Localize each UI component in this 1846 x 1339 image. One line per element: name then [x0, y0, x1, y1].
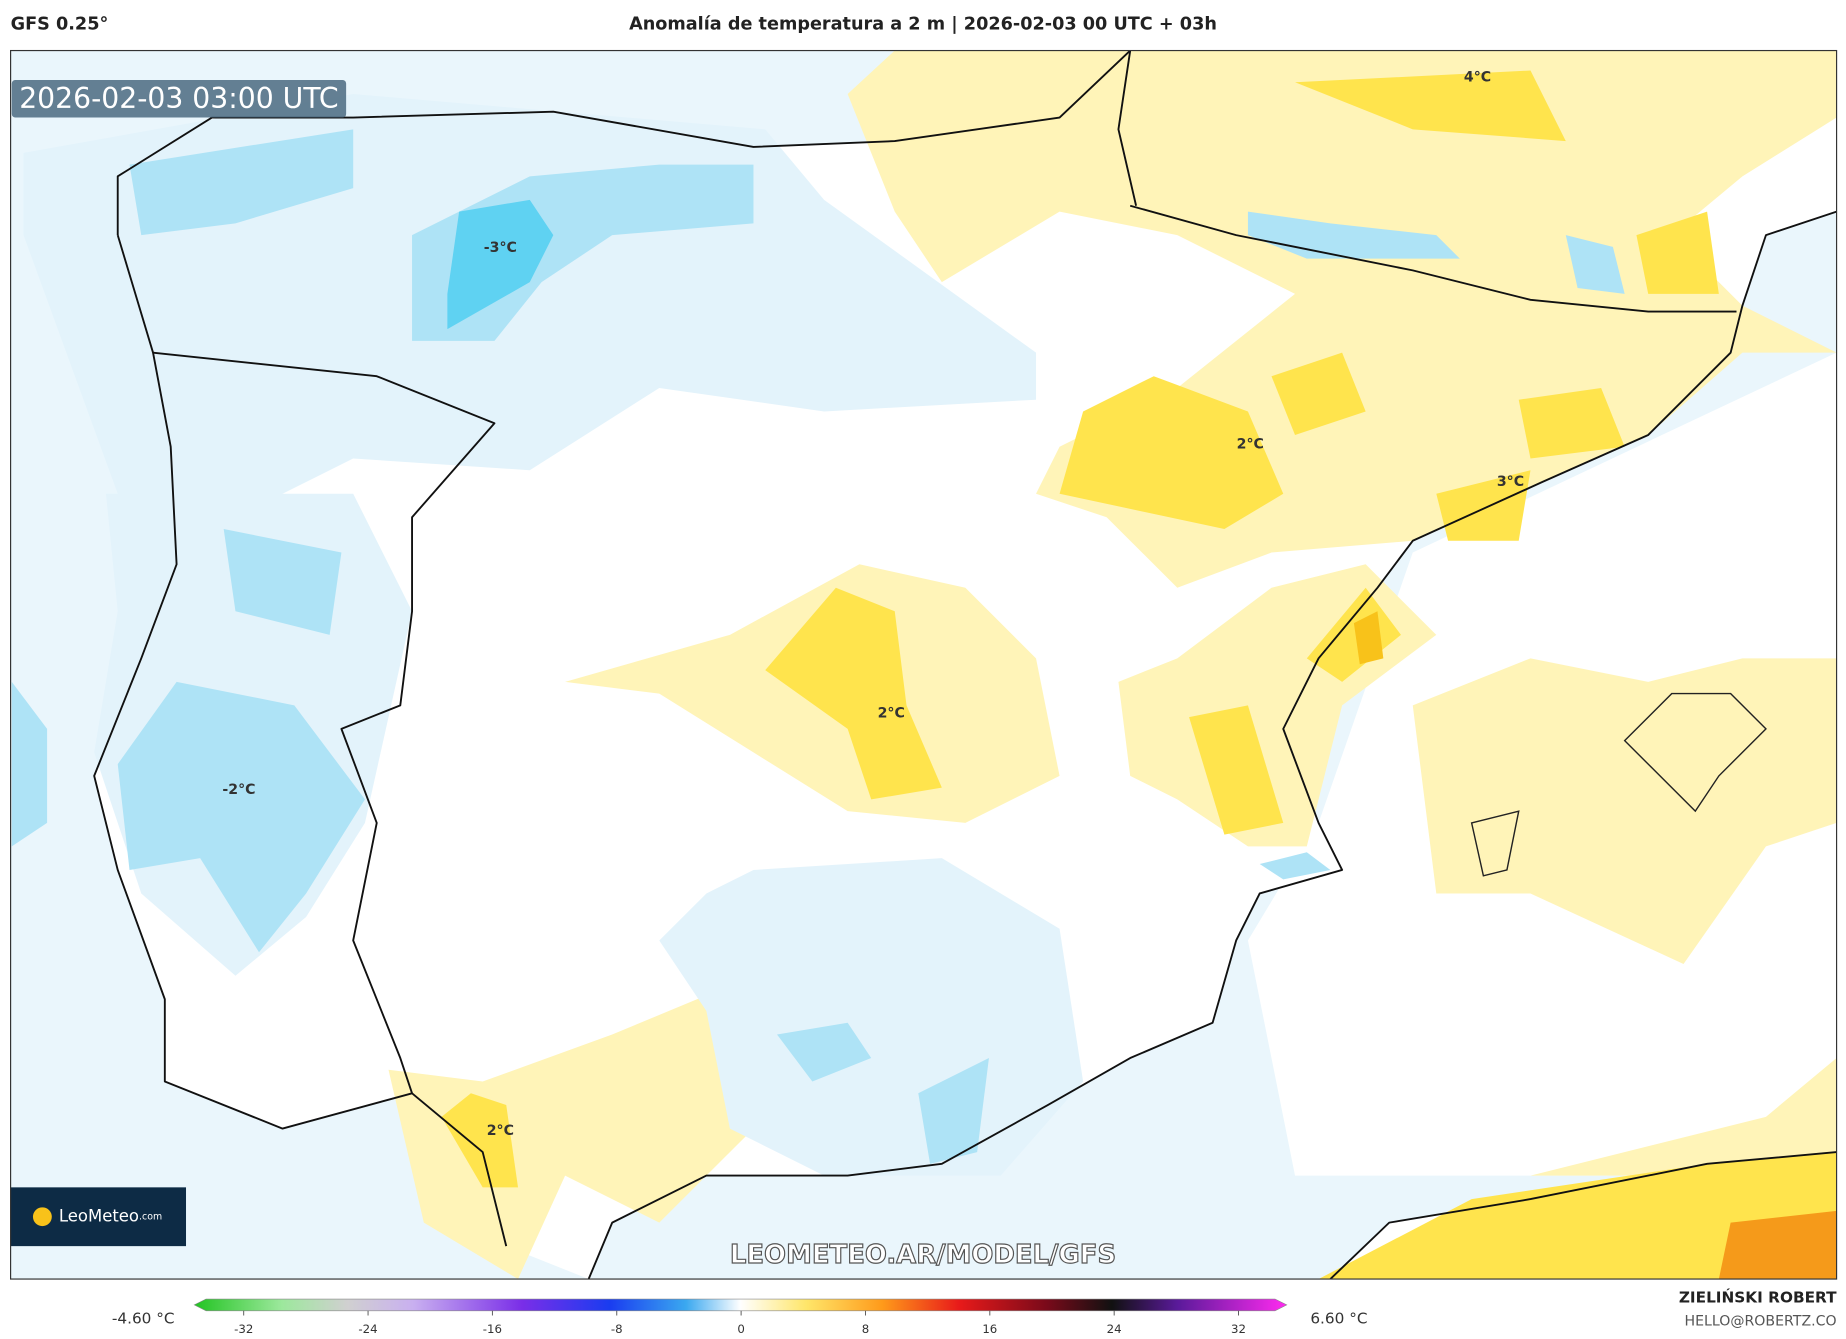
credit-author: ZIELIŃSKI ROBERT — [1679, 1287, 1837, 1306]
credit-email: HELLO@ROBERTZ.CO — [1685, 1313, 1837, 1329]
colorbar-tick-label: -8 — [611, 1322, 623, 1336]
colorbar-min: -4.60 °C — [112, 1310, 175, 1328]
colorbar: -32 -24 -16 -8 0 8 16 24 32 — [193, 1298, 1288, 1336]
coastline — [116, 50, 1131, 236]
country-border — [152, 351, 496, 1094]
logo-suffix: .com — [139, 1211, 162, 1222]
colorbar-tick-label: -16 — [483, 1322, 502, 1336]
watermark: LEOMETEO.AR/MODEL/GFS — [730, 1240, 1116, 1270]
logo-name: LeoMeteo — [59, 1206, 139, 1225]
colorbar-tick-label: 16 — [982, 1322, 997, 1336]
map: -3°C 4°C 2°C 3°C 2°C -2°C 2°C 2026-02-03 03:00… — [10, 50, 1837, 1280]
country-border — [1129, 204, 1737, 313]
contour-label: 2°C — [878, 706, 905, 722]
warm-anomaly — [388, 50, 1837, 1280]
contour-labels: -3°C 4°C 2°C 3°C 2°C -2°C 2°C — [222, 70, 1524, 1139]
colorbar-ramp — [193, 1298, 1288, 1312]
contour-label: 4°C — [1464, 70, 1491, 86]
contour-label: -2°C — [222, 782, 255, 798]
model-label: GFS 0.25° — [11, 15, 109, 35]
contour-label: 2°C — [1237, 436, 1264, 452]
map-title: Anomalía de temperatura a 2 m | 2026-02-… — [629, 15, 1217, 35]
colorbar-tick-label: -24 — [358, 1322, 377, 1336]
logo-sun — [32, 1207, 52, 1227]
logo-text: LeoMeteo.com — [59, 1206, 162, 1225]
timestamp: 2026-02-03 03:00 UTC — [19, 82, 338, 115]
contour-label: 3°C — [1497, 474, 1524, 490]
colorbar-tick-label: 32 — [1231, 1322, 1246, 1336]
colorbar-tick-label: 24 — [1107, 1322, 1122, 1336]
ibiza — [1470, 810, 1520, 877]
contour-label: 2°C — [487, 1123, 514, 1139]
contour-label: -3°C — [484, 240, 517, 256]
country-border — [1117, 50, 1138, 206]
coastline — [587, 210, 1837, 1280]
colorbar-tick-label: -32 — [234, 1322, 253, 1336]
timestamp-box — [11, 79, 347, 118]
cold-anomaly — [11, 94, 1625, 1176]
map-frame — [10, 49, 1838, 1280]
colorbar-max: 6.60 °C — [1310, 1310, 1367, 1328]
coastline — [1329, 1151, 1837, 1280]
colorbar-tick-label: 8 — [862, 1322, 869, 1336]
colorbar-tick-label: 0 — [737, 1322, 744, 1336]
mallorca — [1623, 692, 1767, 813]
